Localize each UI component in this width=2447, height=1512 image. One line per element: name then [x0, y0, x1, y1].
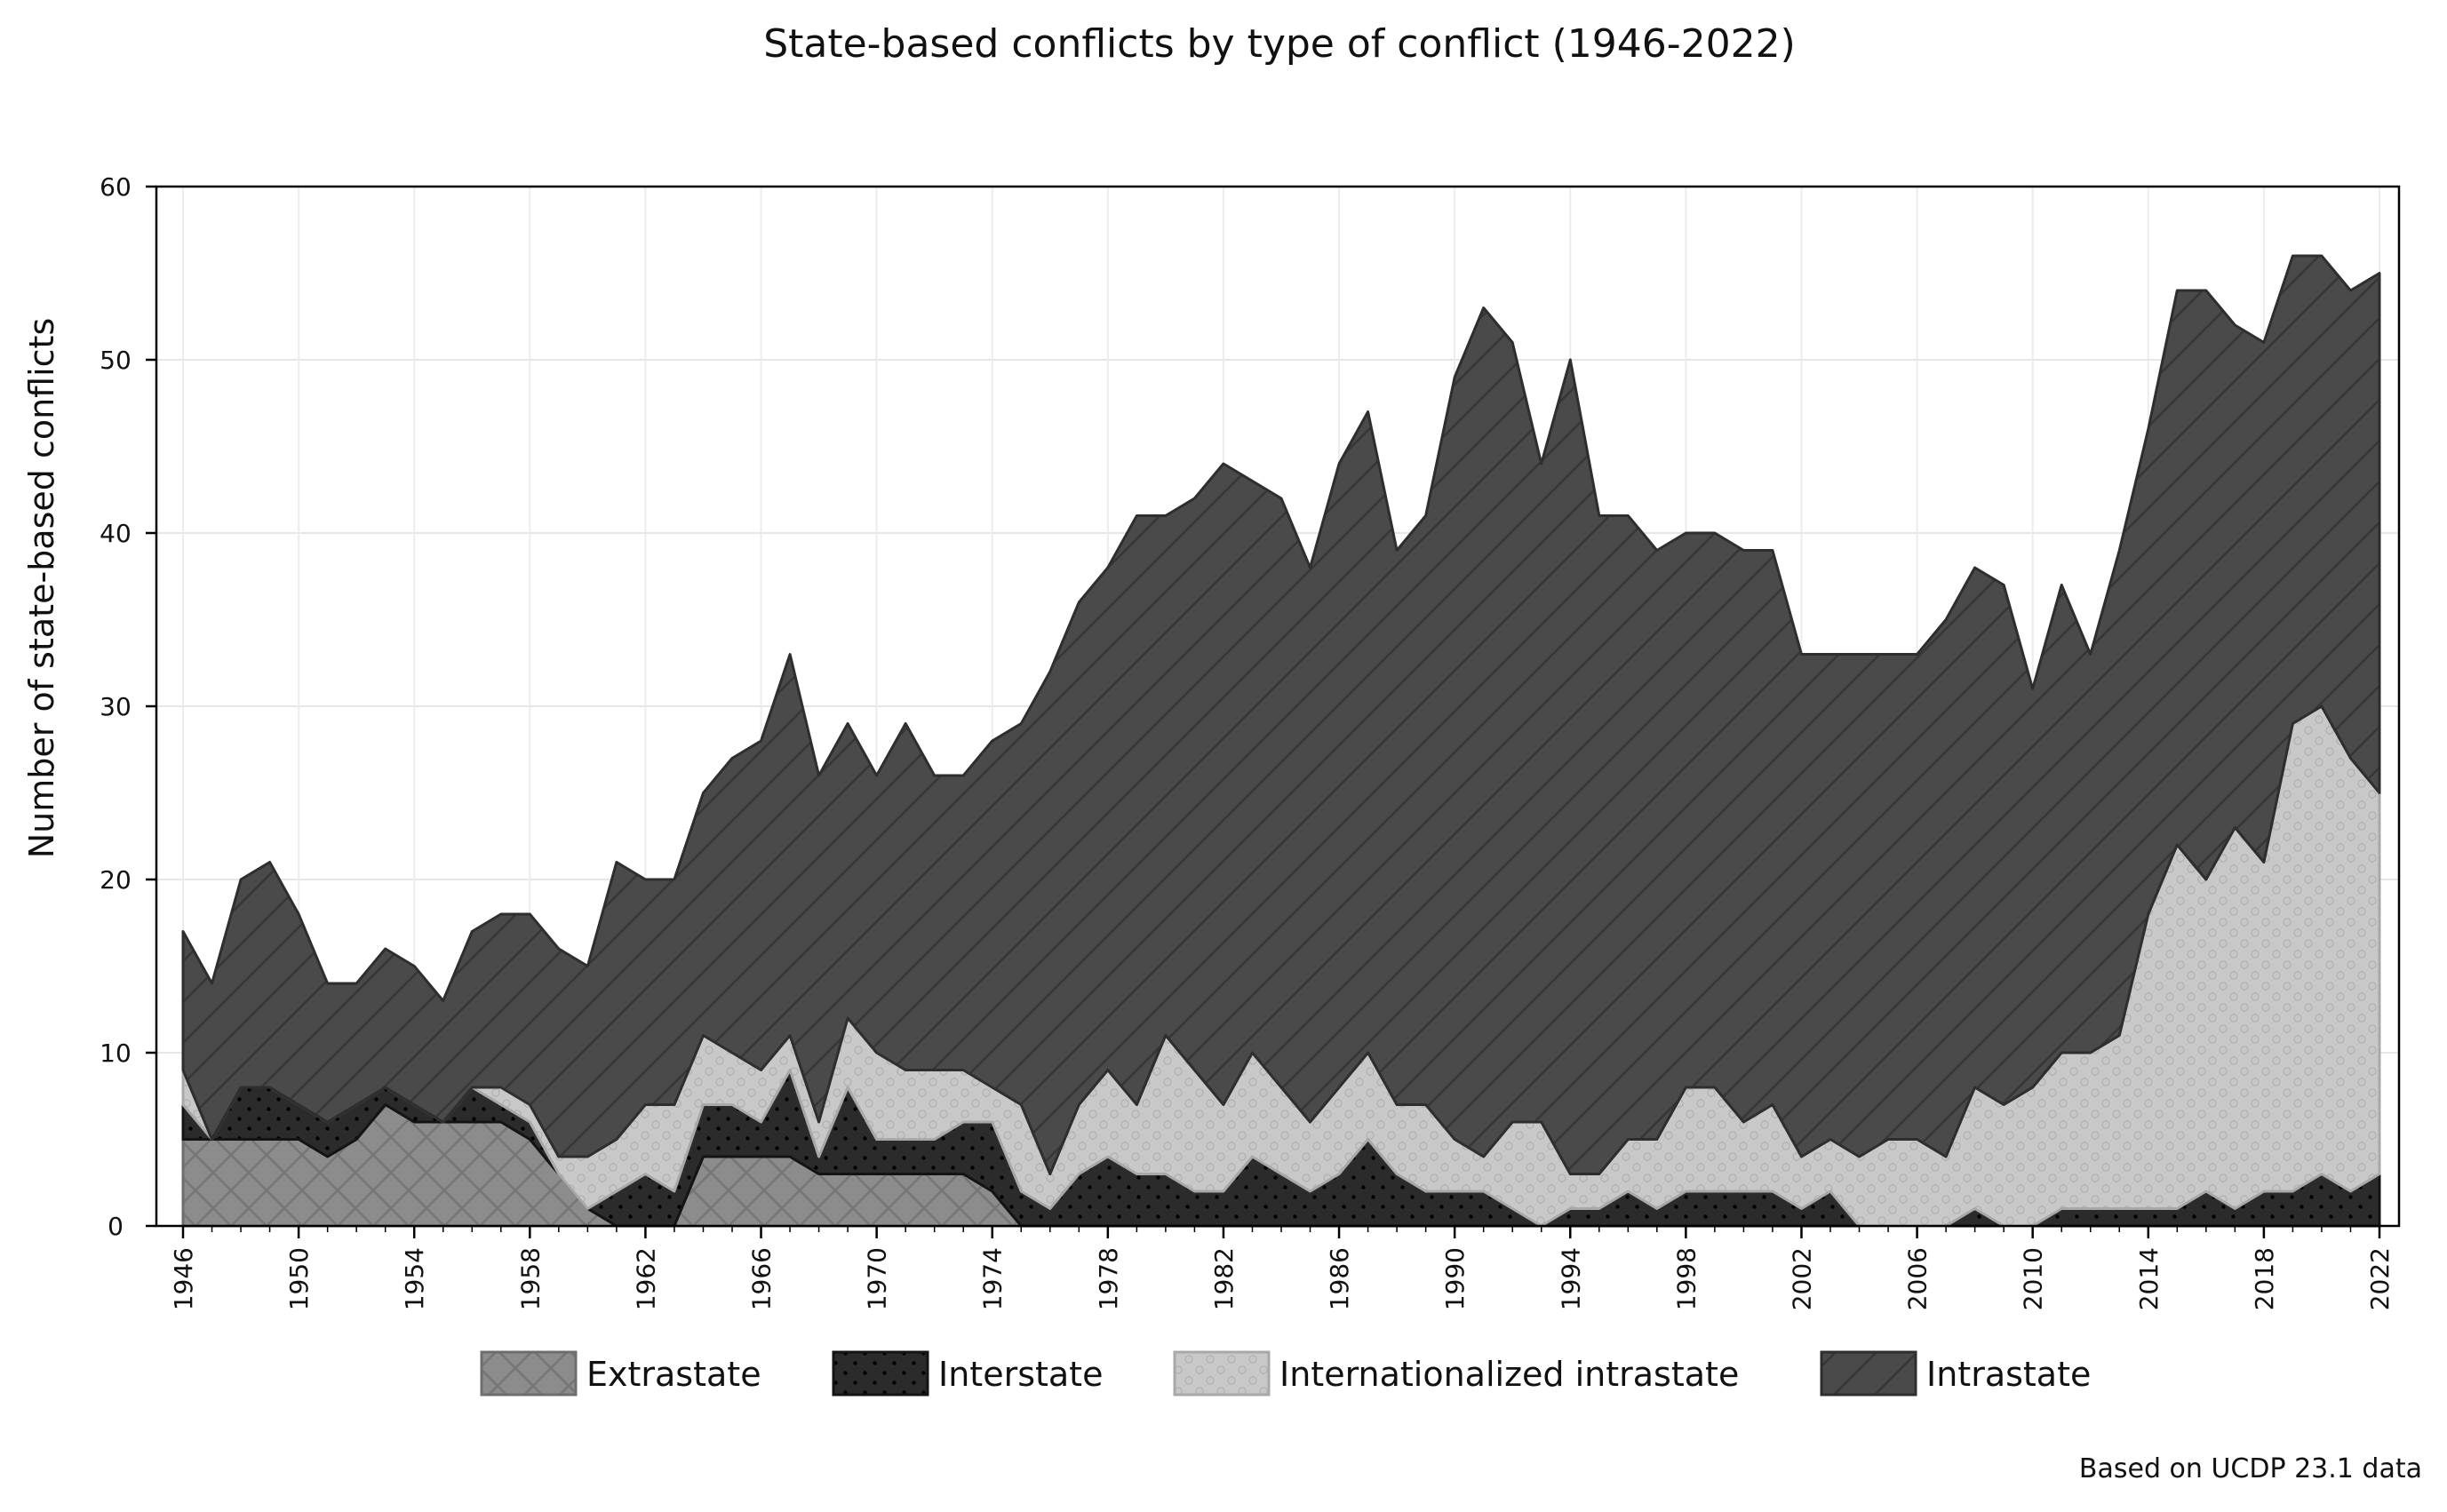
legend-swatch [832, 1350, 929, 1397]
x-tick-label: 1978 [1094, 1247, 1123, 1310]
legend-label: Extrastate [586, 1355, 761, 1394]
legend-label: Interstate [938, 1355, 1103, 1394]
y-axis-title: Number of state-based conflicts [22, 318, 61, 859]
chart-title: State-based conflicts by type of conflic… [763, 21, 1796, 67]
y-tick-label: 60 [100, 172, 132, 202]
x-tick-label: 1946 [169, 1247, 198, 1310]
legend-label: Intrastate [1926, 1355, 2091, 1394]
x-tick-label: 1982 [1209, 1247, 1239, 1310]
x-tick-label: 2002 [1788, 1247, 1817, 1310]
x-tick-label: 1974 [978, 1247, 1008, 1310]
legend-item-extrastate: Extrastate [480, 1350, 761, 1397]
x-tick-label: 1954 [400, 1247, 429, 1310]
x-tick-label: 1950 [284, 1247, 314, 1310]
axes: 0 10 20 30 40 50 60 1946 1950 1954 1958 1962 1966 197… [100, 172, 2401, 1310]
x-tick-label: 1986 [1325, 1247, 1354, 1310]
legend-item-internationalized-intrastate: Internationalized intrastate [1173, 1350, 1739, 1397]
x-tick-label: 1970 [863, 1247, 892, 1310]
area-series [181, 254, 2381, 1228]
x-tick-label: 2022 [2365, 1247, 2395, 1310]
legend-swatch [1173, 1350, 1271, 1397]
x-tick-label: 1998 [1671, 1247, 1701, 1310]
x-tick-label: 1990 [1440, 1247, 1470, 1310]
legend-item-interstate: Interstate [832, 1350, 1103, 1397]
y-tick-label: 20 [100, 865, 132, 895]
x-tick-label: 1962 [631, 1247, 660, 1310]
legend-swatch [1820, 1350, 1917, 1397]
x-tick-label: 2014 [2134, 1247, 2164, 1310]
y-tick-label: 30 [100, 692, 132, 721]
legend-label: Internationalized intrastate [1279, 1355, 1739, 1394]
x-tick-label: 2018 [2250, 1247, 2279, 1310]
y-tick-label: 10 [100, 1039, 132, 1068]
x-tick-label: 1966 [747, 1247, 777, 1310]
x-tick-label: 1958 [515, 1247, 545, 1310]
legend-item-intrastate: Intrastate [1820, 1350, 2091, 1397]
x-tick-label: 2006 [1903, 1247, 1933, 1310]
legend: Extrastate Interstate Internationalized in… [480, 1350, 2091, 1397]
legend-swatch [480, 1350, 578, 1397]
area-intrastate [181, 254, 2381, 1175]
x-tick-label: 2010 [2019, 1247, 2048, 1310]
y-tick-label: 40 [100, 519, 132, 548]
y-tick-label: 50 [100, 346, 132, 375]
x-tick-label: 1994 [1556, 1247, 1585, 1310]
source-note: Based on UCDP 23.1 data [2079, 1453, 2422, 1484]
y-tick-label: 0 [108, 1212, 124, 1241]
